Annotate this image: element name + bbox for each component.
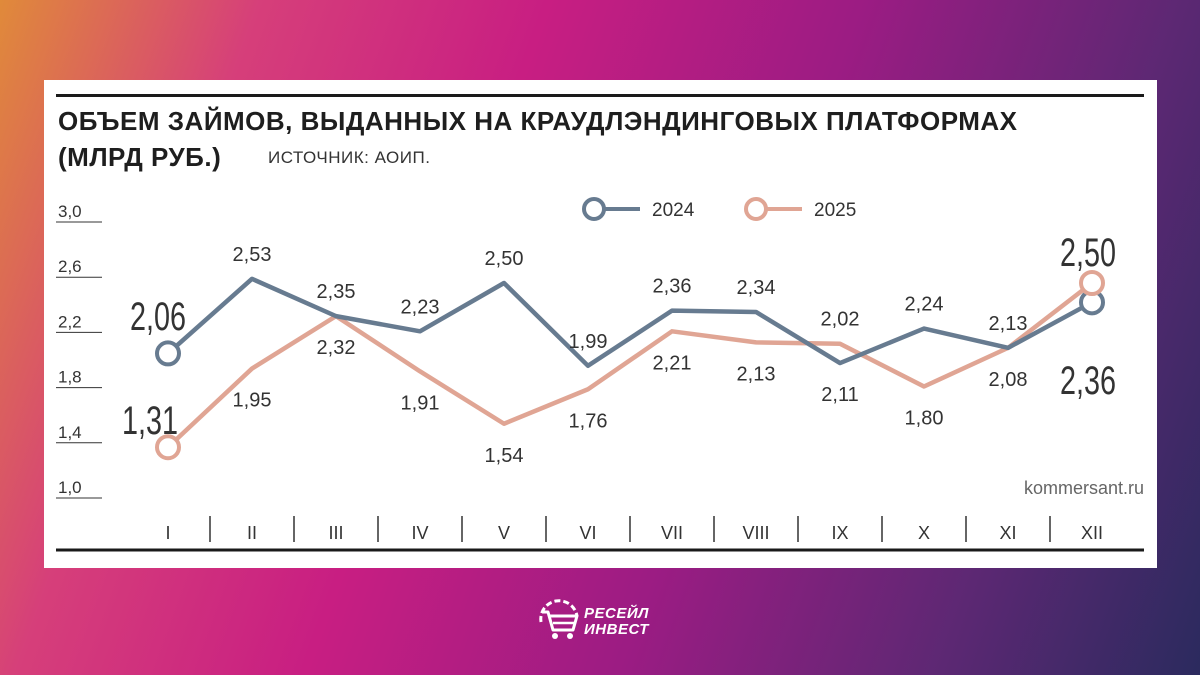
series-line-2024 [166,276,1094,369]
data-label: 2,50 [485,248,524,270]
y-tick-label: 1,4 [58,423,82,442]
series-line-2025 [166,281,1094,449]
credit-label: kommersant.ru [1024,478,1144,498]
x-tick-label: I [165,523,170,543]
legend-marker [744,197,768,221]
data-label: 1,80 [905,408,944,430]
data-label: 1,91 [401,392,440,414]
y-tick-label: 1,8 [58,368,82,387]
data-label: 2,53 [233,244,272,266]
brand-line2: ИНВЕСТ [584,621,649,638]
data-label: 2,35 [317,281,356,303]
data-label: 2,13 [989,313,1028,335]
chart-card: ОБЪЕМ ЗАЙМОВ, ВЫДАННЫХ НА КРАУДЛЭНДИНГОВ… [44,80,1157,568]
chart-title: ОБЪЕМ ЗАЙМОВ, ВЫДАННЫХ НА КРАУДЛЭНДИНГОВ… [58,106,1018,136]
legend-marker [582,197,606,221]
data-label: 2,21 [653,352,692,374]
data-label: 1,99 [569,331,608,353]
x-tick-label: VII [661,523,683,543]
x-tick-label: II [247,523,257,543]
x-tick-label: X [918,523,930,543]
data-label: 2,32 [317,337,356,359]
data-label: 2,08 [989,369,1028,391]
line-chart: 3,02,62,21,81,41,0I II III IV V VI VII VIII IX X X… [56,197,1144,552]
chart-unit: (МЛРД РУБ.) [58,142,222,172]
x-tick-label: V [498,523,510,543]
data-label: 2,50 [1060,231,1116,275]
x-tick-label: VIII [742,523,769,543]
data-label: 2,23 [401,296,440,318]
y-tick-label: 2,2 [58,312,82,331]
x-tick-label: IV [411,523,428,543]
top-rule [56,94,1144,97]
series-start-marker [155,434,181,461]
data-label: 1,76 [569,410,608,432]
data-label: 1,54 [485,445,524,467]
data-label: 1,95 [233,390,272,412]
brand-line1: РЕСЕЙЛ [584,605,649,622]
x-tick-label: III [328,523,343,543]
x-tick-label: IX [831,523,848,543]
series-start-marker [155,340,181,367]
data-label: 2,36 [653,276,692,298]
y-tick-label: 2,6 [58,257,82,276]
data-label: 2,06 [130,295,186,339]
x-tick-label: XI [999,523,1016,543]
data-label: 2,36 [1060,359,1116,403]
y-tick-label: 3,0 [58,202,82,221]
legend-label: 2025 [814,200,856,221]
x-tick-label: VI [579,523,596,543]
data-label: 2,34 [737,277,776,299]
chart-source: ИСТОЧНИК: АОИП. [268,148,431,167]
data-label: 2,02 [821,309,860,331]
x-tick-label: XII [1081,523,1103,543]
cart-icon [539,599,579,639]
data-label: 1,31 [122,399,178,443]
data-label: 2,24 [905,294,944,316]
legend-label: 2024 [652,200,695,221]
y-tick-label: 1,0 [58,478,82,497]
data-label: 2,13 [737,363,776,385]
brand-logo: РЕСЕЙЛ ИНВЕСТ [536,594,666,644]
series-end-marker [1079,270,1105,296]
data-label: 2,11 [821,384,858,406]
